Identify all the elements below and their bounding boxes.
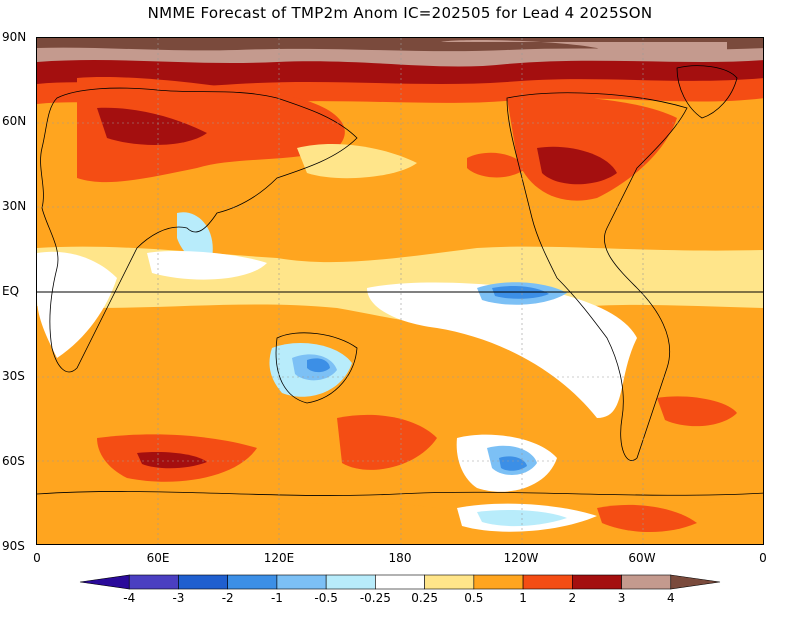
eurasia-hot-region [77,77,345,183]
equatorial-pacific-neutral-tongue [367,282,637,418]
lat-label-30s: 30S [2,369,25,383]
lat-label-60n: 60N [2,114,27,128]
lon-label-120w: 120W [503,551,539,565]
map-title: NMME Forecast of TMP2m Anom IC=202505 fo… [147,4,653,22]
india-cool-patch [177,212,213,262]
colorbar-tick-label: -4 [123,591,136,605]
colorbar-tick-label: -1 [270,591,283,605]
colorbar-swatch [572,574,622,590]
antarctica-coast [37,491,763,496]
colorbar-swatch [670,574,721,590]
colorbar-tick-label: 2 [568,591,577,605]
colorbar-tick-label: 1 [519,591,527,605]
colorbar-tick-label: -0.25 [359,591,391,605]
colorbar-tick-label: -3 [172,591,185,605]
lon-label-60w: 60W [628,551,656,565]
north-pacific-light-patch [297,143,417,179]
lon-label-180: 180 [388,551,412,565]
greenland-coast [676,65,738,119]
colorbar-swatch [276,574,327,590]
colorbar-tick-label: 3 [617,591,626,605]
lon-label-0-left: 0 [33,551,41,565]
colorbar-swatch [178,574,228,590]
coastlines [37,65,763,496]
australia-coast [275,332,358,404]
colorbar-swatch [375,574,425,590]
colorbar-swatch [79,574,130,590]
colorbar-swatch [325,574,376,590]
north-america-very-hot-core [537,146,617,185]
antarctic-warm-band [37,496,763,544]
south-atlantic-hot-patch [657,396,737,427]
southern-ocean-hot-patch-central [337,414,437,470]
southern-ocean-very-hot-core [137,452,207,469]
lat-label-eq: EQ [2,284,20,298]
lon-label-60e: 60E [146,551,170,565]
north-pacific-hot-patch [467,152,527,178]
arctic-extreme-max-band [37,38,763,52]
lat-label-90n: 90N [2,30,27,44]
colorbar-swatch [522,574,573,590]
eurasia-very-hot-core [97,107,207,145]
colorbar-swatch [424,574,475,590]
colorbar-tick-label: 0.25 [411,591,438,605]
colorbar-tick-label: 4 [666,591,675,605]
anomaly-map [36,37,764,545]
anomaly-map-canvas [37,38,763,544]
south-pacific-cool-core [499,456,527,471]
colorbar-swatch [473,574,524,590]
lat-label-30n: 30N [2,199,27,213]
lon-label-120e: 120E [263,551,295,565]
lat-label-90s: 90S [2,539,25,553]
colorbar-tick-label: -2 [221,591,234,605]
colorbar-swatch [227,574,278,590]
colorbar-tick-label: 0.5 [464,591,484,605]
antarctic-hot-patch [597,504,697,533]
eurasia-africa-coast [40,87,358,373]
lat-label-60s: 60S [2,454,25,468]
africa-neutral-patch [37,251,117,358]
australia-cool-inner [307,358,330,373]
greenland-arctic-patch [441,40,727,61]
americas-coast [506,92,688,461]
graticule [37,38,763,544]
colorbar-swatch [621,574,672,590]
lon-label-0-right: 0 [759,551,767,565]
indian-ocean-neutral-patch [147,251,267,280]
colorbar-tick-label: -0.5 [314,591,338,605]
colorbar-swatch [128,574,179,590]
